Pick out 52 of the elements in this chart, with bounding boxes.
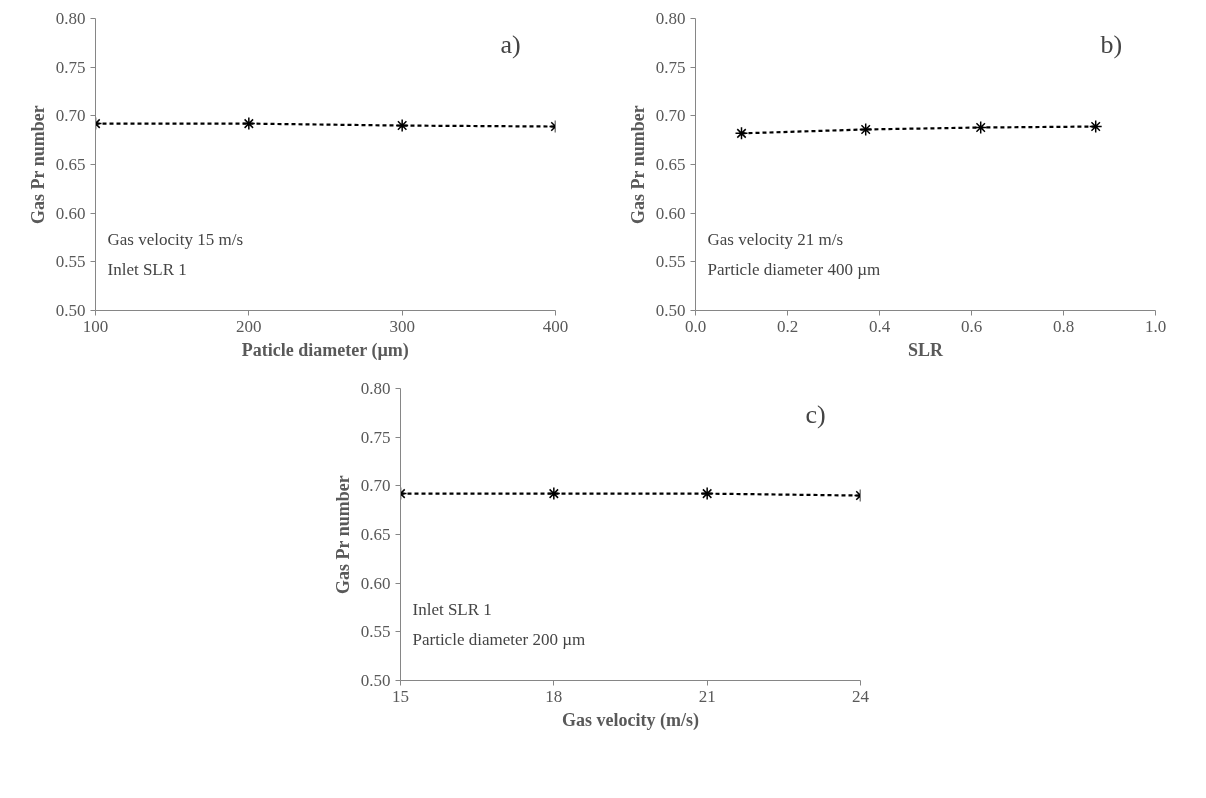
x-axis-title: Paticle diameter (µm)	[241, 339, 409, 361]
annotation: c)	[805, 399, 826, 429]
x-tick-label: 0.2	[776, 316, 799, 336]
annotation: Inlet SLR 1	[107, 259, 187, 279]
x-tick-label: 0.8	[1052, 316, 1075, 336]
x-tick-label: 300	[389, 316, 415, 336]
point	[1088, 119, 1103, 134]
point	[858, 122, 873, 137]
x-tick-label: 200	[236, 316, 262, 336]
y-tick-label: 0.80	[655, 9, 686, 28]
y-axis-title: Gas Pr number	[627, 105, 648, 224]
annotation: Particle diameter 400 µm	[707, 259, 881, 279]
y-tick-label: 0.75	[360, 427, 391, 447]
y-tick-label: 0.65	[55, 155, 86, 174]
y-tick-label: 0.60	[360, 573, 391, 593]
y-tick-label: 0.80	[55, 9, 86, 28]
y-axis-title: Gas Pr number	[332, 475, 353, 594]
y-tick-label: 0.70	[55, 106, 86, 126]
x-tick-label: 0.0	[684, 316, 707, 336]
x-tick-label: 0.6	[960, 316, 983, 336]
y-tick-label: 0.55	[55, 252, 86, 272]
x-tick-label: 24	[852, 686, 870, 706]
y-tick-label: 0.75	[55, 57, 86, 77]
y-tick-label: 0.55	[360, 622, 391, 642]
y-tick-label: 0.80	[360, 379, 391, 398]
y-tick-label: 0.70	[655, 106, 686, 126]
y-tick-label: 0.50	[655, 301, 686, 320]
annotation: a)	[500, 29, 521, 59]
x-tick-label: 15	[392, 686, 409, 706]
y-tick-label: 0.70	[360, 476, 391, 496]
x-tick-label: 21	[698, 686, 716, 706]
x-axis-title: SLR	[907, 339, 945, 360]
x-tick-label: 0.4	[868, 316, 891, 336]
y-tick-label: 0.60	[655, 203, 686, 223]
annotation: Gas velocity 21 m/s	[707, 229, 844, 249]
x-tick-label: 400	[542, 316, 569, 336]
y-tick-label: 0.60	[55, 203, 86, 223]
point	[973, 120, 988, 135]
point	[734, 126, 749, 141]
y-tick-label: 0.65	[360, 525, 391, 544]
annotation: Particle diameter 200 µm	[412, 629, 586, 649]
y-tick-label: 0.65	[655, 155, 686, 174]
x-axis-title: Gas velocity (m/s)	[562, 709, 699, 731]
annotation: Inlet SLR 1	[412, 599, 492, 619]
y-tick-label: 0.75	[655, 57, 686, 77]
x-tick-label: 18	[545, 686, 563, 706]
y-axis-title: Gas Pr number	[27, 105, 48, 224]
x-tick-label: 1.0	[1144, 316, 1167, 336]
y-tick-label: 0.55	[655, 252, 686, 272]
y-tick-label: 0.50	[360, 671, 391, 690]
annotation: b)	[1100, 29, 1123, 59]
annotation: Gas velocity 15 m/s	[107, 229, 244, 249]
